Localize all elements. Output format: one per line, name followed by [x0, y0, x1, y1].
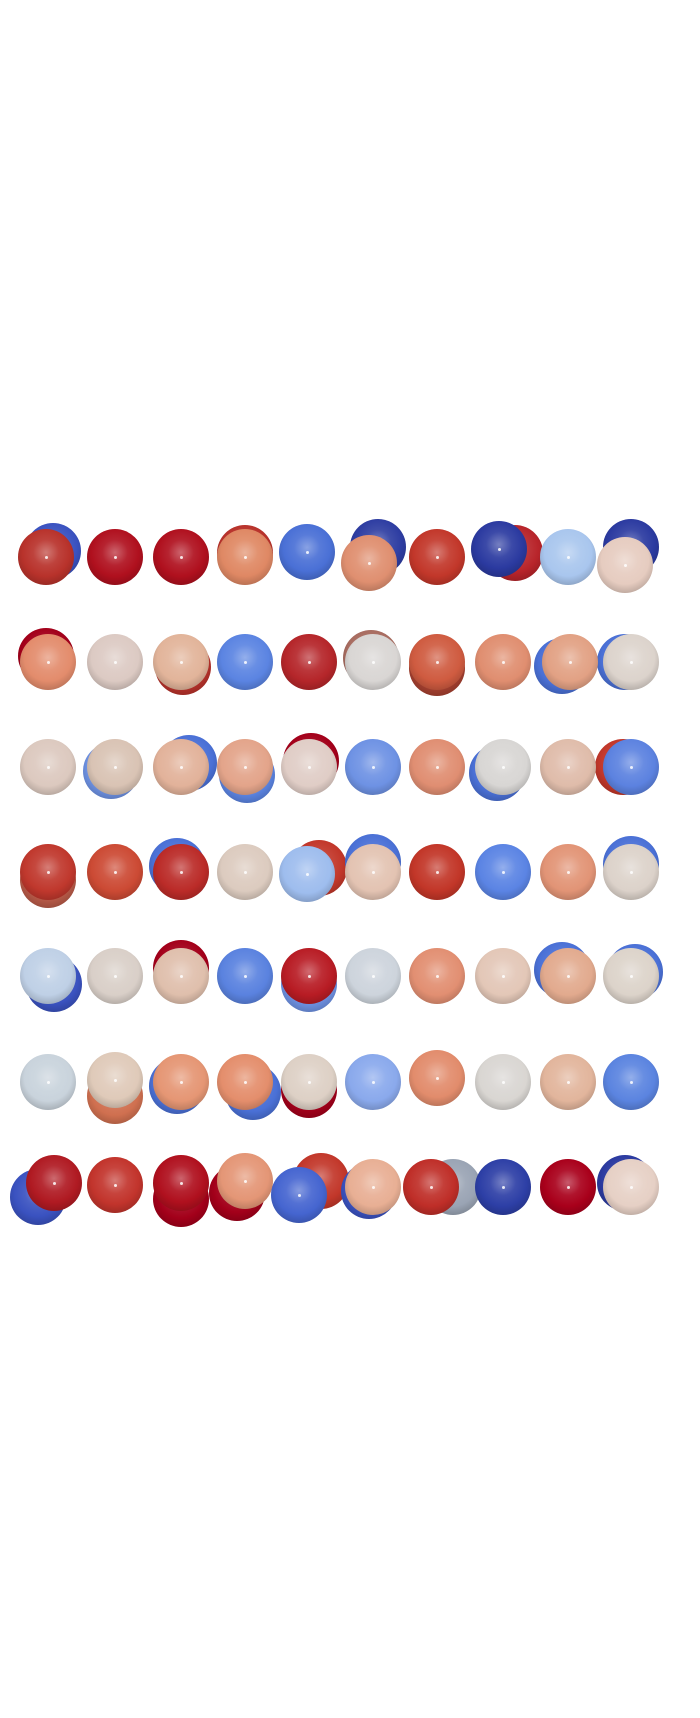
sphere [409, 844, 465, 900]
sphere [475, 634, 531, 690]
sphere [217, 948, 273, 1004]
sphere [603, 948, 659, 1004]
sphere [409, 529, 465, 585]
sphere [540, 739, 596, 795]
sphere [409, 1050, 465, 1106]
sphere [217, 1054, 273, 1110]
sphere [603, 1159, 659, 1215]
sphere [345, 739, 401, 795]
sphere [281, 634, 337, 690]
sphere [603, 739, 659, 795]
sphere [217, 634, 273, 690]
sphere [87, 634, 143, 690]
sphere [409, 634, 465, 690]
sphere [87, 529, 143, 585]
sphere [345, 844, 401, 900]
sphere [475, 1159, 531, 1215]
sphere [217, 529, 273, 585]
sphere [87, 739, 143, 795]
sphere [540, 844, 596, 900]
sphere [475, 1054, 531, 1110]
sphere [279, 846, 335, 902]
sphere [345, 634, 401, 690]
sphere [597, 537, 653, 593]
sphere [603, 634, 659, 690]
sphere [540, 948, 596, 1004]
sphere [271, 1167, 327, 1223]
sphere [542, 634, 598, 690]
sphere [341, 535, 397, 591]
sphere [153, 844, 209, 900]
sphere [475, 844, 531, 900]
sphere [409, 739, 465, 795]
sphere [540, 1159, 596, 1215]
sphere [20, 948, 76, 1004]
sphere [153, 529, 209, 585]
sphere [20, 634, 76, 690]
sphere [20, 739, 76, 795]
sphere [345, 1054, 401, 1110]
sphere [153, 739, 209, 795]
sphere [603, 844, 659, 900]
sphere [475, 739, 531, 795]
sphere [26, 1155, 82, 1211]
sphere [18, 529, 74, 585]
sphere [281, 948, 337, 1004]
sphere [603, 1054, 659, 1110]
sphere [279, 524, 335, 580]
sphere [153, 948, 209, 1004]
sphere [217, 844, 273, 900]
sphere [20, 844, 76, 900]
sphere [403, 1159, 459, 1215]
sphere [153, 1054, 209, 1110]
sphere [153, 1155, 209, 1211]
sphere [345, 948, 401, 1004]
sphere [540, 1054, 596, 1110]
sphere [20, 1054, 76, 1110]
sphere [217, 739, 273, 795]
sphere [540, 529, 596, 585]
sphere [87, 1157, 143, 1213]
sphere [153, 634, 209, 690]
sphere [471, 521, 527, 577]
sphere [281, 739, 337, 795]
sphere [87, 1052, 143, 1108]
sphere [217, 1153, 273, 1209]
sphere [475, 948, 531, 1004]
sphere [281, 1054, 337, 1110]
sphere [409, 948, 465, 1004]
sphere [345, 1159, 401, 1215]
sphere [87, 948, 143, 1004]
sphere [87, 844, 143, 900]
